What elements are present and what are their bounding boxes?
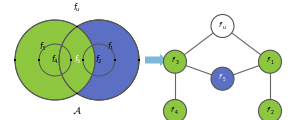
Text: $f'_1$: $f'_1$ — [266, 56, 274, 67]
Circle shape — [259, 50, 281, 73]
Text: $f'_2$: $f'_2$ — [266, 105, 274, 117]
Text: $f_5$: $f_5$ — [74, 54, 82, 66]
Circle shape — [164, 50, 187, 73]
Text: $f_u$: $f_u$ — [73, 2, 81, 14]
Circle shape — [259, 99, 281, 120]
Circle shape — [211, 67, 234, 90]
Text: $f'_4$: $f'_4$ — [170, 105, 179, 117]
Circle shape — [15, 20, 95, 100]
Bar — [82, 59, 84, 61]
Polygon shape — [77, 20, 139, 100]
Circle shape — [164, 99, 187, 120]
Bar — [76, 26, 78, 27]
Bar — [38, 59, 40, 61]
Circle shape — [211, 15, 234, 37]
Bar — [14, 59, 16, 61]
Bar — [114, 59, 116, 61]
Bar — [76, 93, 78, 94]
FancyArrow shape — [145, 54, 167, 66]
Text: $\mathcal{A}$: $\mathcal{A}$ — [72, 104, 82, 116]
Bar — [138, 59, 140, 61]
Text: $f'_5$: $f'_5$ — [218, 73, 227, 84]
Text: $f_4$: $f_4$ — [51, 54, 59, 66]
Circle shape — [59, 20, 139, 100]
Text: $f'_u$: $f'_u$ — [218, 20, 227, 32]
Text: $f_1$: $f_1$ — [107, 41, 115, 53]
Text: $f_2$: $f_2$ — [95, 54, 103, 66]
Bar — [70, 59, 72, 61]
Text: $f_3$: $f_3$ — [39, 41, 47, 53]
Text: $f'_3$: $f'_3$ — [170, 56, 179, 67]
